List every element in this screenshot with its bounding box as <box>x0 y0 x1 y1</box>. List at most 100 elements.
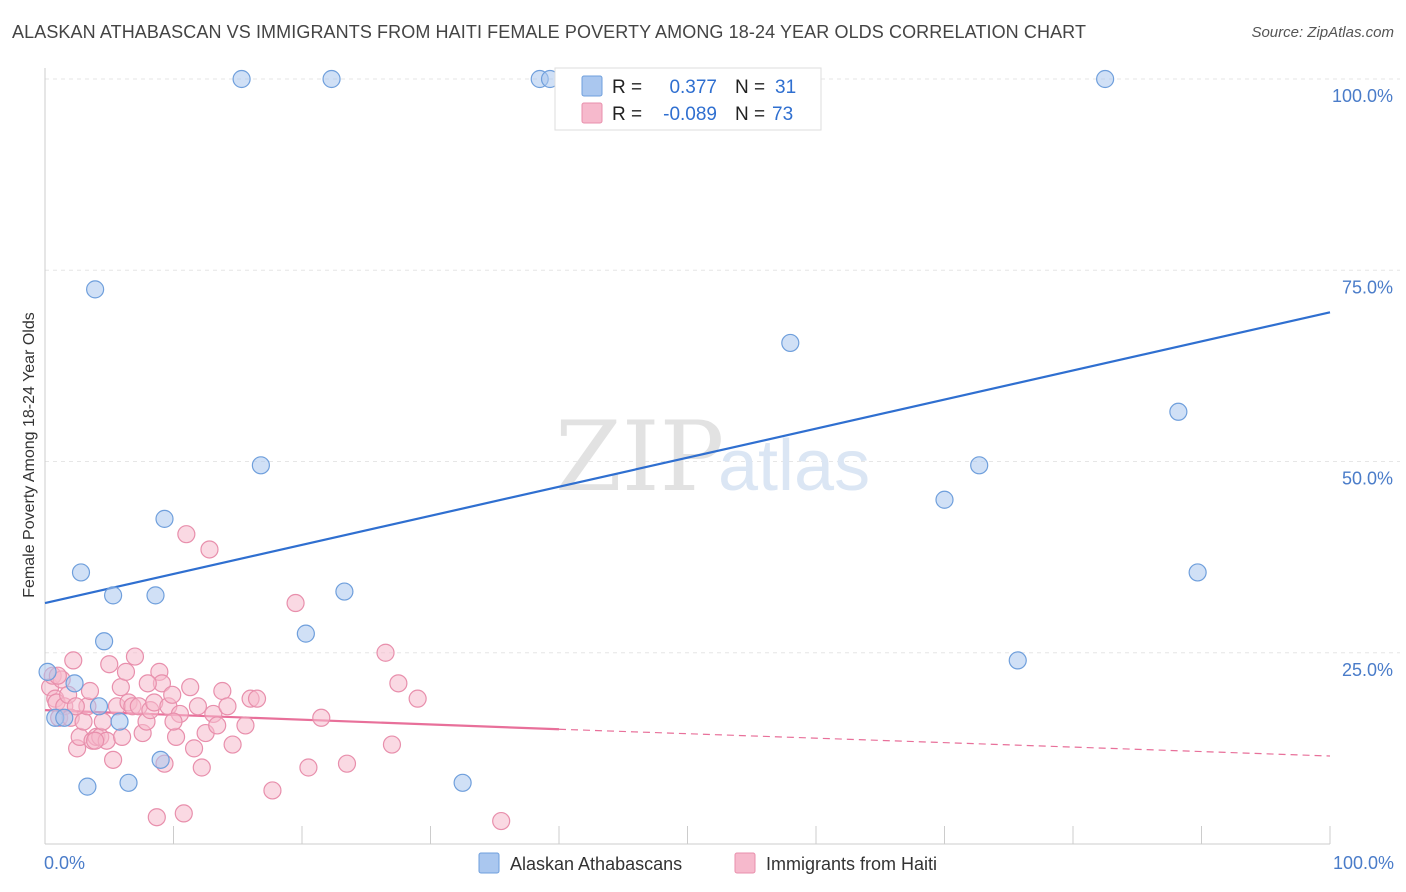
data-point <box>138 674 157 693</box>
legend-swatch-blue <box>581 75 603 97</box>
x-tick-label-min: 0.0% <box>44 853 85 873</box>
data-point <box>382 735 402 754</box>
data-point <box>38 662 57 681</box>
data-point <box>80 681 100 701</box>
data-point <box>100 655 119 674</box>
legend-swatch-pink <box>581 102 603 124</box>
data-point <box>1008 651 1027 670</box>
data-point <box>125 647 145 666</box>
data-point <box>312 708 331 727</box>
y-axis-label: Female Poverty Among 18-24 Year Olds <box>21 312 38 598</box>
legend-r-value-2: -0.089 <box>663 104 717 125</box>
data-point <box>408 689 427 708</box>
data-point <box>111 678 130 697</box>
data-point <box>208 716 227 735</box>
data-point <box>1188 563 1207 582</box>
y-tick-label: 50.0% <box>1342 469 1393 489</box>
legend-bottom-swatch-pink <box>734 852 756 874</box>
chart-title: ALASKAN ATHABASCAN VS IMMIGRANTS FROM HA… <box>12 22 1087 42</box>
data-point <box>188 697 208 716</box>
data-point <box>163 685 182 704</box>
data-point <box>335 582 354 601</box>
data-point <box>286 593 305 613</box>
data-point <box>376 643 395 662</box>
data-point <box>1096 69 1115 89</box>
data-point <box>322 69 341 89</box>
legend-r-label-2: R = <box>612 104 642 125</box>
legend-r-label-1: R = <box>612 77 642 98</box>
data-point <box>299 758 318 777</box>
data-point <box>147 808 166 827</box>
data-point <box>213 681 232 701</box>
data-point <box>104 586 123 605</box>
data-point <box>232 69 251 89</box>
legend-bottom: Alaskan Athabascans Immigrants from Hait… <box>478 852 937 874</box>
data-point <box>78 777 97 796</box>
y-tick-labels: 25.0% 50.0% 75.0% 100.0% <box>1332 86 1393 680</box>
data-point <box>223 735 242 754</box>
data-point <box>389 674 408 693</box>
y-tick-label: 100.0% <box>1332 86 1393 106</box>
data-point <box>247 689 267 708</box>
data-point <box>155 509 174 528</box>
data-point <box>86 731 105 750</box>
grid-lines <box>45 78 1400 654</box>
data-point <box>66 697 85 716</box>
x-tick-label-max: 100.0% <box>1333 853 1394 873</box>
legend-n-label-2: N = <box>735 104 765 125</box>
data-point <box>218 697 237 716</box>
data-point <box>781 333 800 353</box>
data-point <box>164 712 183 731</box>
watermark-atlas: atlas <box>718 426 870 506</box>
legend-n-label-1: N = <box>735 77 765 98</box>
data-point <box>116 662 136 681</box>
legend-bottom-swatch-blue <box>478 852 500 874</box>
trend-line-alaskan-athabascans <box>44 311 1331 605</box>
y-tick-label: 25.0% <box>1342 660 1393 680</box>
data-point <box>65 674 84 693</box>
y-tick-label: 75.0% <box>1342 277 1393 297</box>
data-point <box>74 712 93 731</box>
legend-bottom-label-blue: Alaskan Athabascans <box>510 854 682 874</box>
data-point <box>110 712 129 731</box>
data-point <box>93 712 112 731</box>
data-point <box>935 490 954 509</box>
data-point <box>177 525 196 544</box>
data-point <box>296 624 315 643</box>
trend-lines <box>44 311 1331 757</box>
data-point <box>970 456 989 475</box>
data-point <box>236 716 255 735</box>
trend-line-haiti-dashed <box>558 728 1331 757</box>
data-point <box>112 727 132 747</box>
axes <box>44 68 1331 845</box>
legend-bottom-label-pink: Immigrants from Haiti <box>766 854 937 874</box>
source-label: Source: ZipAtlas.com <box>1251 24 1394 41</box>
legend-r-value-1: 0.377 <box>669 77 717 98</box>
data-point <box>1169 402 1188 421</box>
data-point <box>104 750 123 769</box>
data-point <box>263 781 282 800</box>
data-point <box>89 697 109 716</box>
legend-top: R = 0.377 N = 31 R = -0.089 N = 73 <box>554 67 822 131</box>
data-point <box>184 739 204 758</box>
data-point <box>71 563 91 582</box>
data-point <box>337 754 357 773</box>
data-point <box>119 773 138 792</box>
data-point <box>492 811 511 831</box>
legend-n-value-2: 73 <box>772 104 793 125</box>
data-point <box>174 804 193 823</box>
data-point <box>86 280 105 299</box>
data-point <box>64 651 83 670</box>
data-point <box>95 632 114 651</box>
watermark-zip: ZIP <box>555 401 724 513</box>
data-point <box>251 456 270 475</box>
data-points <box>38 69 1207 831</box>
data-point <box>146 586 165 605</box>
legend-n-value-1: 31 <box>775 77 796 98</box>
data-point <box>166 727 186 747</box>
data-point <box>200 540 219 559</box>
data-point <box>151 750 170 769</box>
data-point <box>181 678 200 697</box>
data-point <box>55 708 74 727</box>
